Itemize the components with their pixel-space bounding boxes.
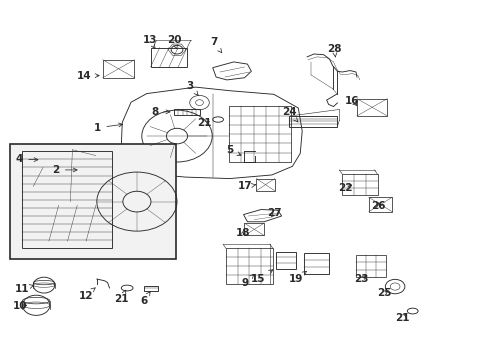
Bar: [102, 60, 134, 78]
Text: 17: 17: [238, 181, 255, 192]
Text: 23: 23: [354, 274, 368, 284]
Text: 20: 20: [166, 35, 181, 49]
Text: 11: 11: [15, 284, 33, 294]
Bar: [355, 255, 386, 277]
Bar: [10, 144, 176, 259]
Text: 28: 28: [326, 44, 341, 57]
Text: 1: 1: [94, 123, 122, 133]
Text: 2: 2: [53, 165, 77, 175]
Text: 4: 4: [16, 154, 38, 164]
Text: 16: 16: [344, 96, 359, 106]
Bar: [356, 99, 386, 116]
Text: 5: 5: [226, 145, 241, 156]
Text: 21: 21: [394, 312, 408, 323]
Bar: [275, 252, 296, 269]
Bar: [22, 151, 112, 248]
Text: 3: 3: [186, 81, 198, 95]
Bar: [256, 179, 274, 191]
Bar: [173, 109, 200, 115]
Bar: [228, 106, 291, 162]
Bar: [244, 223, 264, 235]
Bar: [288, 116, 337, 127]
Text: 21: 21: [114, 290, 128, 304]
Text: 12: 12: [78, 288, 95, 301]
Bar: [150, 48, 187, 67]
Text: 21: 21: [197, 118, 211, 128]
Text: 13: 13: [142, 35, 157, 48]
Bar: [368, 197, 391, 212]
Bar: [225, 248, 272, 284]
Bar: [304, 253, 328, 274]
Text: 15: 15: [250, 270, 272, 284]
Text: 8: 8: [151, 107, 170, 117]
Text: 22: 22: [337, 183, 352, 193]
Text: 9: 9: [242, 274, 253, 288]
Text: 6: 6: [141, 292, 150, 306]
Bar: [143, 286, 158, 291]
Bar: [342, 174, 377, 195]
Text: 18: 18: [236, 228, 250, 238]
Text: 10: 10: [13, 301, 28, 311]
Text: 14: 14: [77, 71, 99, 81]
Text: 25: 25: [376, 288, 391, 298]
Text: 27: 27: [267, 208, 282, 218]
Text: 24: 24: [282, 107, 298, 122]
Text: 19: 19: [288, 271, 306, 284]
Text: 7: 7: [209, 37, 222, 53]
Text: 26: 26: [370, 201, 385, 211]
